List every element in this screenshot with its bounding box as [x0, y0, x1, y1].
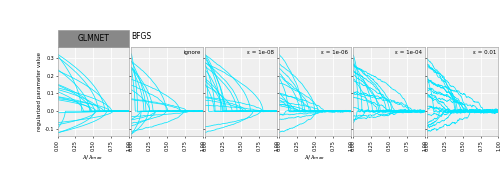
Text: ε = 1e-04: ε = 1e-04 — [396, 50, 422, 55]
Text: ε = 1e-08: ε = 1e-08 — [248, 50, 274, 55]
Text: ε = 0.01: ε = 0.01 — [473, 50, 496, 55]
Text: ignore: ignore — [183, 50, 200, 55]
Text: GLMNET: GLMNET — [77, 34, 109, 43]
Text: BFGS: BFGS — [132, 32, 152, 41]
Y-axis label: regularized parameter value: regularized parameter value — [38, 52, 43, 131]
X-axis label: $\lambda/\lambda_{max}$: $\lambda/\lambda_{max}$ — [82, 153, 103, 162]
Text: ε = 1e-06: ε = 1e-06 — [322, 50, 348, 55]
X-axis label: $\lambda/\lambda_{max}$: $\lambda/\lambda_{max}$ — [304, 153, 326, 162]
